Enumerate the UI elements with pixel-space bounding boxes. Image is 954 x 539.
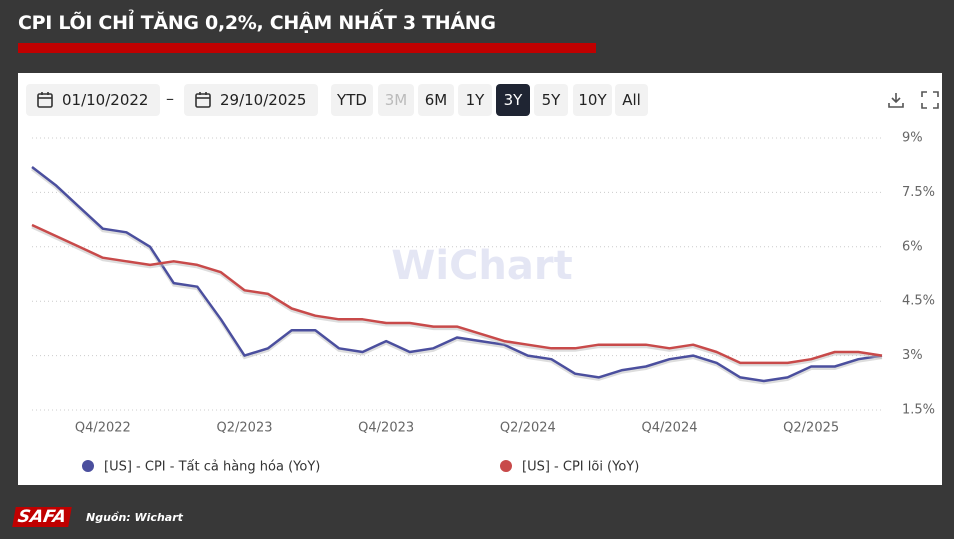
y-tick-label: 4.5% — [902, 294, 935, 309]
range-button[interactable]: YTD — [331, 84, 373, 116]
date-separator: – — [166, 89, 174, 108]
x-tick-label: Q4/2023 — [358, 421, 414, 436]
x-tick-label: Q2/2024 — [500, 421, 556, 436]
x-tick-label: Q4/2024 — [642, 421, 698, 436]
y-tick-label: 6% — [902, 239, 923, 254]
y-tick-label: 9% — [902, 131, 923, 146]
x-tick-label: Q2/2025 — [783, 421, 839, 436]
source: Nguồn: Wichart — [86, 511, 183, 524]
logo: SAFA — [12, 507, 72, 527]
start-date-text: 01/10/2022 — [62, 91, 149, 109]
line-shadow — [31, 225, 883, 367]
title-underline — [18, 43, 596, 53]
fullscreen-icon[interactable] — [921, 91, 939, 109]
range-button[interactable]: 5Y — [534, 84, 568, 116]
legend-label: [US] - CPI lõi (YoY) — [522, 460, 639, 475]
line-shadow — [31, 167, 883, 385]
range-button[interactable]: 3Y — [496, 84, 530, 116]
download-icon[interactable] — [887, 91, 905, 109]
calendar-icon — [37, 92, 53, 108]
calendar-icon — [195, 92, 211, 108]
y-tick-label: 7.5% — [902, 185, 935, 200]
range-button[interactable]: All — [615, 84, 648, 116]
title: CPI LÕI CHỈ TĂNG 0,2%, CHẬM NHẤT 3 THÁNG — [18, 12, 496, 34]
y-tick-label: 3% — [902, 348, 923, 363]
y-tick-label: 1.5% — [902, 403, 935, 418]
legend-marker — [82, 460, 94, 472]
legend-marker — [500, 460, 512, 472]
legend-label: [US] - CPI - Tất cả hàng hóa (YoY) — [104, 460, 320, 475]
x-tick-label: Q2/2023 — [217, 421, 273, 436]
series-line — [31, 166, 883, 383]
watermark: WiChart — [391, 243, 573, 289]
range-button[interactable]: 1Y — [458, 84, 492, 116]
range-button[interactable]: 6M — [418, 84, 454, 116]
x-tick-label: Q4/2022 — [75, 421, 131, 436]
start-date[interactable]: 01/10/2022 — [26, 84, 160, 116]
end-date-text: 29/10/2025 — [220, 91, 307, 109]
range-button[interactable]: 10Y — [573, 84, 612, 116]
series-line — [31, 223, 883, 365]
range-button[interactable]: 3M — [378, 84, 414, 116]
end-date[interactable]: 29/10/2025 — [184, 84, 318, 116]
